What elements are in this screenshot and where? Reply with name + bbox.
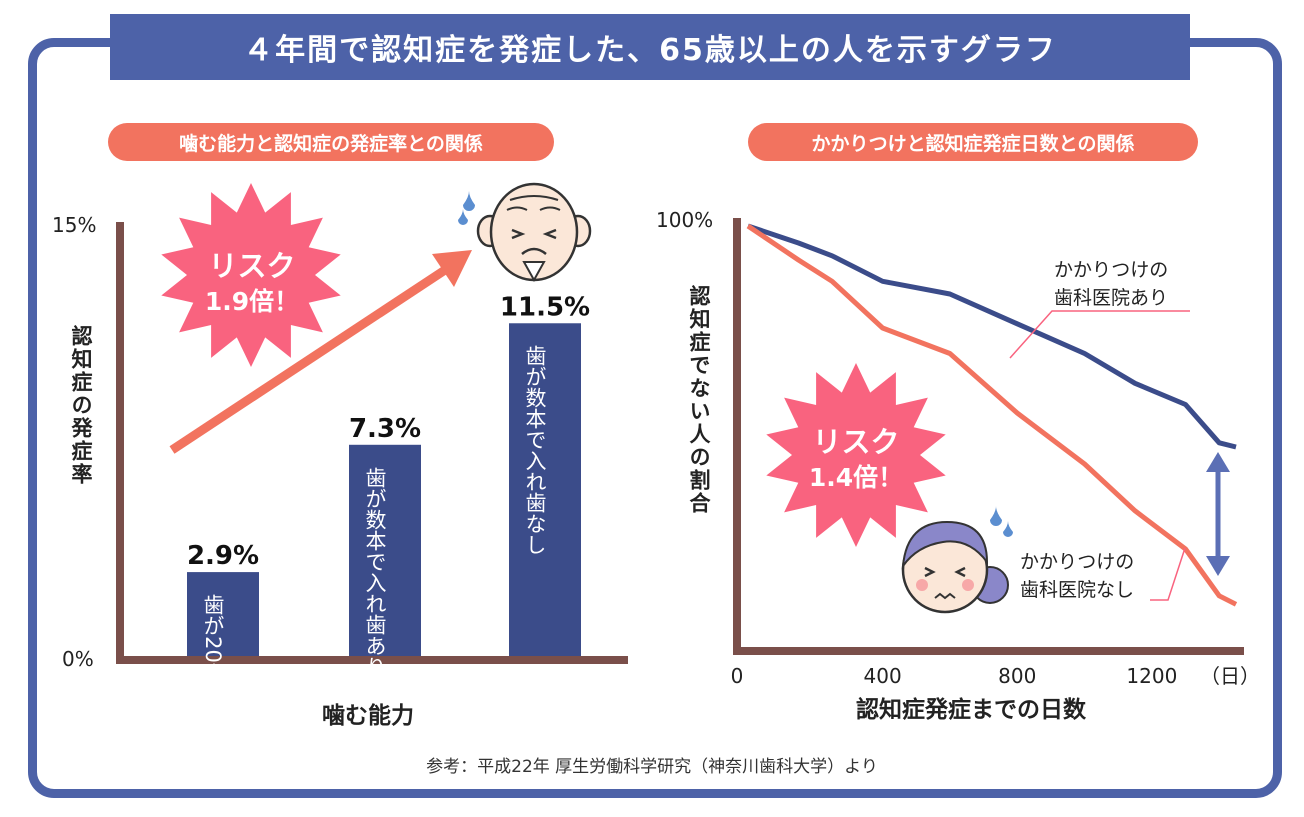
- left-ytick-max: 15%: [52, 213, 97, 237]
- trend-arrow: [169, 264, 451, 454]
- right-lines: [746, 223, 1238, 607]
- bar-value-label-1: 2.9%: [187, 541, 259, 571]
- right-x-unit: （日）: [1200, 664, 1260, 688]
- risk-burst-right: [766, 363, 946, 547]
- risk-right-line1: リスク: [812, 425, 899, 459]
- worried-grandmother-icon: [901, 506, 1013, 614]
- bar-category-label-3: 歯が数本で入れ歯なし: [523, 345, 547, 555]
- x-tick-label-1200: 1200: [1126, 664, 1177, 688]
- right-chart-title: かかりつけと認知症発症日数との関係: [748, 123, 1198, 161]
- outer-frame: [28, 38, 1282, 798]
- series-label-with-clinic: かかりつけの歯科医院あり: [1054, 259, 1169, 309]
- leader-line-with-clinic: [1009, 310, 1190, 359]
- x-tick-label-400: 400: [864, 664, 902, 688]
- risk-left-line1: リスク: [208, 249, 295, 283]
- risk-right-line2: 1.4倍！: [809, 463, 903, 492]
- page-title: ４年間で認知症を発症した、65歳以上の人を示すグラフ: [110, 14, 1190, 80]
- left-xlabel: 噛む能力: [322, 703, 414, 729]
- worried-grandfather-icon: [458, 182, 592, 283]
- right-xlabel: 認知症発症までの日数: [856, 697, 1086, 723]
- bar-1: [187, 572, 259, 656]
- right-ytick-max: 100%: [656, 208, 714, 232]
- risk-burst-left: [161, 183, 341, 367]
- bar-3: [509, 323, 581, 656]
- bar-2: [349, 444, 421, 656]
- bar-category-label-1: 歯が20本以上: [201, 594, 225, 726]
- series-line-2: [746, 223, 1238, 607]
- x-tick-label-800: 800: [998, 664, 1036, 688]
- risk-left-line2: 1.9倍！: [205, 287, 299, 316]
- right-x-ticks: 0 400 800 1200: [731, 664, 1178, 688]
- leader-line-without-clinic: [1150, 547, 1186, 601]
- bar-value-label-2: 7.3%: [349, 414, 421, 444]
- x-tick-label-0: 0: [731, 664, 744, 688]
- bar-value-label-3: 11.5%: [500, 292, 590, 322]
- left-ytick-min: 0%: [62, 647, 94, 671]
- right-ylabel: 認知症でない人の割合: [687, 285, 711, 515]
- left-bars: 2.9% 歯が20本以上 7.3% 歯が数本で入れ歯あり 11.5% 歯が数本で入れ歯なし: [187, 292, 590, 726]
- series-label-without-clinic: かかりつけの歯科医院なし: [1020, 551, 1135, 601]
- bar-category-label-2: 歯が数本で入れ歯あり: [363, 467, 387, 677]
- left-chart-title: 噛む能力と認知症の発症率との関係: [108, 123, 554, 161]
- series-line-1: [747, 223, 1237, 450]
- source-note: 参考：平成22年 厚生労働科学研究（神奈川歯科大学）より: [426, 757, 878, 777]
- left-ylabel: 認知症の発症率: [69, 325, 93, 486]
- trend-arrow-head: [432, 250, 472, 287]
- gap-double-arrow: [1206, 452, 1230, 576]
